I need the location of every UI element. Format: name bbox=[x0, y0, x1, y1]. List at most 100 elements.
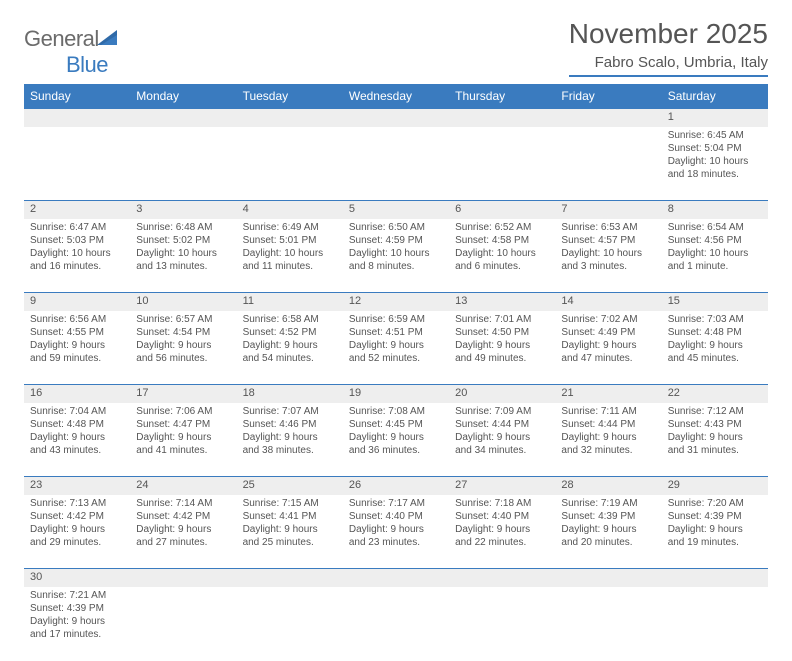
day-number: 25 bbox=[237, 477, 343, 495]
day-cell: Sunrise: 6:56 AMSunset: 4:55 PMDaylight:… bbox=[24, 311, 130, 385]
day-number: 22 bbox=[662, 385, 768, 403]
calendar: SundayMondayTuesdayWednesdayThursdayFrid… bbox=[24, 84, 768, 661]
day-number: 18 bbox=[237, 385, 343, 403]
day-cell: Sunrise: 6:50 AMSunset: 4:59 PMDaylight:… bbox=[343, 219, 449, 293]
header: GeneralBlue November 2025 Fabro Scalo, U… bbox=[24, 18, 768, 78]
day-cell: Sunrise: 7:14 AMSunset: 4:42 PMDaylight:… bbox=[130, 495, 236, 569]
weekday-header: Wednesday bbox=[343, 84, 449, 109]
page-title: November 2025 bbox=[569, 18, 768, 50]
day-cell: Sunrise: 7:04 AMSunset: 4:48 PMDaylight:… bbox=[24, 403, 130, 477]
day-number: 27 bbox=[449, 477, 555, 495]
day-number bbox=[237, 109, 343, 127]
logo: GeneralBlue bbox=[24, 26, 119, 78]
day-cell: Sunrise: 7:08 AMSunset: 4:45 PMDaylight:… bbox=[343, 403, 449, 477]
day-number: 29 bbox=[662, 477, 768, 495]
calendar-body: 1Sunrise: 6:45 AMSunset: 5:04 PMDaylight… bbox=[24, 109, 768, 661]
day-cell: Sunrise: 6:49 AMSunset: 5:01 PMDaylight:… bbox=[237, 219, 343, 293]
day-number: 21 bbox=[555, 385, 661, 403]
day-cell: Sunrise: 7:15 AMSunset: 4:41 PMDaylight:… bbox=[237, 495, 343, 569]
logo-text: GeneralBlue bbox=[24, 26, 119, 78]
day-cell bbox=[24, 127, 130, 201]
day-cell: Sunrise: 6:54 AMSunset: 4:56 PMDaylight:… bbox=[662, 219, 768, 293]
weekday-header: Tuesday bbox=[237, 84, 343, 109]
day-number: 10 bbox=[130, 293, 236, 311]
day-number bbox=[130, 569, 236, 587]
day-cell bbox=[237, 587, 343, 661]
location: Fabro Scalo, Umbria, Italy bbox=[569, 54, 768, 77]
day-number: 15 bbox=[662, 293, 768, 311]
day-cell bbox=[662, 587, 768, 661]
day-number: 6 bbox=[449, 201, 555, 219]
day-number bbox=[237, 569, 343, 587]
day-cell: Sunrise: 7:07 AMSunset: 4:46 PMDaylight:… bbox=[237, 403, 343, 477]
day-number: 13 bbox=[449, 293, 555, 311]
day-cell bbox=[130, 127, 236, 201]
weekday-header: Monday bbox=[130, 84, 236, 109]
day-cell: Sunrise: 7:13 AMSunset: 4:42 PMDaylight:… bbox=[24, 495, 130, 569]
day-number bbox=[343, 569, 449, 587]
day-number: 12 bbox=[343, 293, 449, 311]
weekday-header: Saturday bbox=[662, 84, 768, 109]
day-number bbox=[449, 109, 555, 127]
day-cell: Sunrise: 6:57 AMSunset: 4:54 PMDaylight:… bbox=[130, 311, 236, 385]
day-cell: Sunrise: 7:17 AMSunset: 4:40 PMDaylight:… bbox=[343, 495, 449, 569]
day-number: 5 bbox=[343, 201, 449, 219]
weekday-header: Thursday bbox=[449, 84, 555, 109]
day-number bbox=[449, 569, 555, 587]
day-cell: Sunrise: 6:52 AMSunset: 4:58 PMDaylight:… bbox=[449, 219, 555, 293]
day-number: 30 bbox=[24, 569, 130, 587]
day-cell: Sunrise: 7:18 AMSunset: 4:40 PMDaylight:… bbox=[449, 495, 555, 569]
day-number bbox=[555, 109, 661, 127]
day-number bbox=[662, 569, 768, 587]
day-number: 8 bbox=[662, 201, 768, 219]
day-number: 23 bbox=[24, 477, 130, 495]
day-number: 1 bbox=[662, 109, 768, 127]
day-number: 20 bbox=[449, 385, 555, 403]
day-number bbox=[130, 109, 236, 127]
day-number bbox=[555, 569, 661, 587]
sail-icon bbox=[97, 26, 119, 44]
day-cell: Sunrise: 7:01 AMSunset: 4:50 PMDaylight:… bbox=[449, 311, 555, 385]
day-cell bbox=[130, 587, 236, 661]
weekday-header: Sunday bbox=[24, 84, 130, 109]
weekday-header: Friday bbox=[555, 84, 661, 109]
day-number: 11 bbox=[237, 293, 343, 311]
day-number: 9 bbox=[24, 293, 130, 311]
day-number bbox=[24, 109, 130, 127]
day-number: 14 bbox=[555, 293, 661, 311]
day-cell: Sunrise: 6:47 AMSunset: 5:03 PMDaylight:… bbox=[24, 219, 130, 293]
day-cell: Sunrise: 7:02 AMSunset: 4:49 PMDaylight:… bbox=[555, 311, 661, 385]
day-cell bbox=[237, 127, 343, 201]
day-cell: Sunrise: 7:09 AMSunset: 4:44 PMDaylight:… bbox=[449, 403, 555, 477]
day-cell: Sunrise: 7:19 AMSunset: 4:39 PMDaylight:… bbox=[555, 495, 661, 569]
day-number: 19 bbox=[343, 385, 449, 403]
day-cell: Sunrise: 6:48 AMSunset: 5:02 PMDaylight:… bbox=[130, 219, 236, 293]
day-cell bbox=[449, 127, 555, 201]
day-cell: Sunrise: 7:20 AMSunset: 4:39 PMDaylight:… bbox=[662, 495, 768, 569]
day-cell bbox=[343, 587, 449, 661]
day-cell: Sunrise: 6:58 AMSunset: 4:52 PMDaylight:… bbox=[237, 311, 343, 385]
calendar-head: SundayMondayTuesdayWednesdayThursdayFrid… bbox=[24, 84, 768, 109]
day-cell bbox=[555, 127, 661, 201]
day-cell: Sunrise: 6:59 AMSunset: 4:51 PMDaylight:… bbox=[343, 311, 449, 385]
day-cell bbox=[449, 587, 555, 661]
day-number: 7 bbox=[555, 201, 661, 219]
logo-word-general: General bbox=[24, 26, 99, 51]
day-number: 16 bbox=[24, 385, 130, 403]
day-number: 4 bbox=[237, 201, 343, 219]
day-cell: Sunrise: 7:21 AMSunset: 4:39 PMDaylight:… bbox=[24, 587, 130, 661]
day-number: 2 bbox=[24, 201, 130, 219]
logo-word-blue: Blue bbox=[66, 52, 108, 77]
day-cell bbox=[555, 587, 661, 661]
day-cell: Sunrise: 6:53 AMSunset: 4:57 PMDaylight:… bbox=[555, 219, 661, 293]
day-number: 26 bbox=[343, 477, 449, 495]
day-cell bbox=[343, 127, 449, 201]
day-number: 3 bbox=[130, 201, 236, 219]
day-number: 24 bbox=[130, 477, 236, 495]
day-cell: Sunrise: 7:12 AMSunset: 4:43 PMDaylight:… bbox=[662, 403, 768, 477]
day-cell: Sunrise: 7:06 AMSunset: 4:47 PMDaylight:… bbox=[130, 403, 236, 477]
day-number bbox=[343, 109, 449, 127]
day-number: 17 bbox=[130, 385, 236, 403]
day-number: 28 bbox=[555, 477, 661, 495]
title-block: November 2025 Fabro Scalo, Umbria, Italy bbox=[569, 18, 768, 77]
